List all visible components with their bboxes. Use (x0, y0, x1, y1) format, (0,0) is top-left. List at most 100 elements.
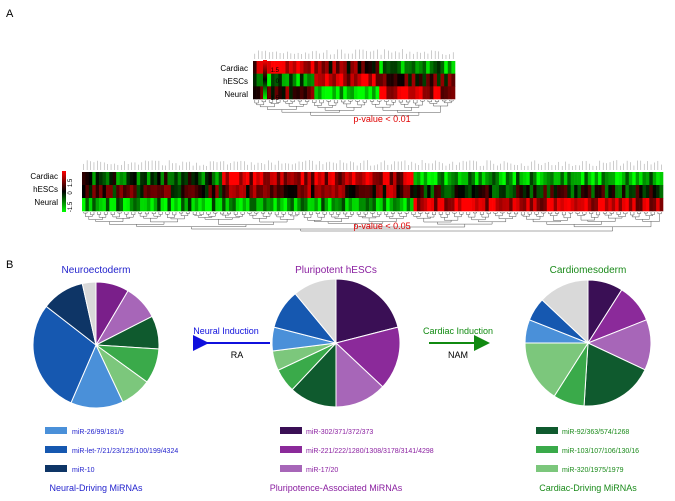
heatmap-top-cell (436, 61, 441, 74)
heatmap-bottom-cell (351, 185, 356, 199)
heatmap-bottom-cell (273, 172, 278, 186)
pie-pluri (271, 278, 401, 408)
heatmap-bottom-color-scale (62, 171, 66, 212)
heatmap-bottom-cell (133, 172, 137, 186)
heatmap-bottom-cell (413, 185, 418, 199)
heatmap-bottom-cell (533, 198, 537, 212)
heatmap-bottom-dendrogram-branch (309, 212, 313, 215)
heatmap-top-cell (408, 86, 413, 100)
heatmap-bottom-cell (112, 185, 117, 199)
panel-letter-a: A (6, 8, 14, 20)
heatmap-bottom-cell (522, 172, 527, 186)
heatmap-bottom-cell (543, 185, 548, 199)
heatmap-top-dendrogram-branch (348, 100, 353, 102)
heatmap-bottom-cell (276, 172, 281, 186)
heatmap-top-dendrogram-branch (362, 100, 367, 103)
heatmap-bottom-cell (406, 198, 411, 212)
heatmap-top-cell (335, 86, 340, 100)
heatmap-top-cell (267, 86, 272, 100)
heatmap-bottom-cell (557, 185, 561, 199)
heatmap-top-cell (260, 73, 265, 87)
heatmap-bottom-cell (539, 185, 544, 199)
heatmap-bottom-cell (656, 198, 660, 212)
heatmap-bottom-cell (420, 172, 425, 186)
heatmap-bottom-cell (526, 198, 531, 212)
heatmap-bottom-cell (509, 172, 513, 186)
heatmap-bottom-cell (427, 185, 431, 199)
heatmap-bottom-cell (198, 172, 202, 186)
legend-caption-neural: Neural-Driving MiRNAs (49, 483, 143, 493)
heatmap-bottom-cell (574, 185, 578, 199)
heatmap-bottom-cell (471, 198, 476, 212)
heatmap-bottom-cell (99, 198, 103, 212)
heatmap-bottom-dendrogram-branch (112, 213, 120, 218)
scale-tick-mid-b: 0 (68, 191, 74, 195)
heatmap-bottom-row-hescs: hESCs (33, 185, 58, 194)
heatmap-top-dendrogram-branch (391, 100, 396, 103)
heatmap-bottom-cell (105, 185, 110, 199)
heatmap-bottom-cell (642, 198, 647, 212)
heatmap-top-dendrogram-branch (288, 103, 304, 107)
heatmap-bottom-cell (225, 172, 230, 186)
heatmap-bottom-cell (287, 198, 291, 212)
heatmap-top-cell (382, 86, 387, 100)
heatmap-bottom-cell (386, 172, 390, 186)
legend-cardiac: miR-92/363/574/1268 miR-103/107/106/130/… (536, 427, 639, 493)
heatmap-bottom-cell (563, 185, 568, 199)
heatmap-bottom-cell (331, 185, 336, 199)
heatmap-top-cell (451, 61, 456, 74)
heatmap-bottom-dendrogram-branch (268, 212, 272, 215)
heatmap-bottom-cell (256, 185, 261, 199)
heatmap-bottom-dendrogram-branch (575, 212, 580, 214)
heatmap-bottom-cell (321, 198, 325, 212)
heatmap-top-cell (422, 86, 427, 100)
cardiac-induction-label: Cardiac Induction (423, 326, 493, 336)
heatmap-top-cell (285, 73, 290, 87)
heatmap-bottom-cell (577, 198, 582, 212)
heatmap-top-cell (368, 73, 373, 87)
heatmap-bottom-cell (290, 172, 295, 186)
heatmap-bottom-cell (529, 172, 534, 186)
heatmap-bottom-cell (488, 172, 493, 186)
heatmap-bottom-cell (505, 172, 510, 186)
heatmap-bottom-dendrogram-branch (227, 212, 231, 215)
legend-swatch-neural-2 (45, 446, 67, 453)
heatmap-bottom-cell (324, 172, 329, 186)
heatmap-bottom-cell (194, 172, 199, 186)
pie-title-neural: Neuroectoderm (62, 265, 131, 276)
heatmap-bottom-cell (116, 185, 120, 199)
heatmap-top-cell (440, 61, 445, 74)
heatmap-bottom-dendrogram-branch (514, 212, 519, 215)
heatmap-bottom-cell (215, 185, 220, 199)
heatmap-top-cell (285, 61, 290, 74)
heatmap-bottom-cell (464, 185, 469, 199)
heatmap-bottom-dendrogram-branch (95, 218, 124, 222)
heatmap-top-cell (260, 61, 265, 74)
heatmap-top-cell (415, 86, 420, 100)
heatmap-bottom-cell (228, 198, 233, 212)
heatmap-bottom-cell (170, 185, 175, 199)
heatmap-bottom-cell (345, 198, 349, 212)
heatmap-bottom-cell (300, 185, 305, 199)
heatmap-bottom-cell (129, 185, 134, 199)
heatmap-bottom-cell (133, 198, 137, 212)
heatmap-bottom-cell (88, 185, 93, 199)
heatmap-bottom-cell (259, 172, 264, 186)
heatmap-top-row-hescs: hESCs (223, 77, 248, 86)
heatmap-top-cell (325, 86, 330, 100)
heatmap-bottom-cell (232, 172, 237, 186)
heatmap-bottom-dendrogram-branch (281, 212, 286, 215)
legend-item-cardiac-2: miR-103/107/106/130/16 (562, 448, 639, 455)
heatmap-bottom-cell (246, 172, 250, 186)
heatmap-bottom-dendrogram-branch (643, 212, 648, 214)
heatmap-bottom-cell (317, 198, 322, 212)
heatmap-bottom-dendrogram-branch (350, 212, 354, 215)
heatmap-bottom-cell (461, 185, 466, 199)
heatmap-bottom-cell (355, 198, 360, 212)
heatmap-top-dendrogram-branch (259, 103, 275, 108)
heatmap-bottom-cell (150, 172, 155, 186)
heatmap-bottom-cell (468, 185, 472, 199)
heatmap-bottom-cell (290, 185, 295, 199)
pie-cardiac (524, 279, 652, 407)
heatmap-bottom-cell (341, 185, 346, 199)
